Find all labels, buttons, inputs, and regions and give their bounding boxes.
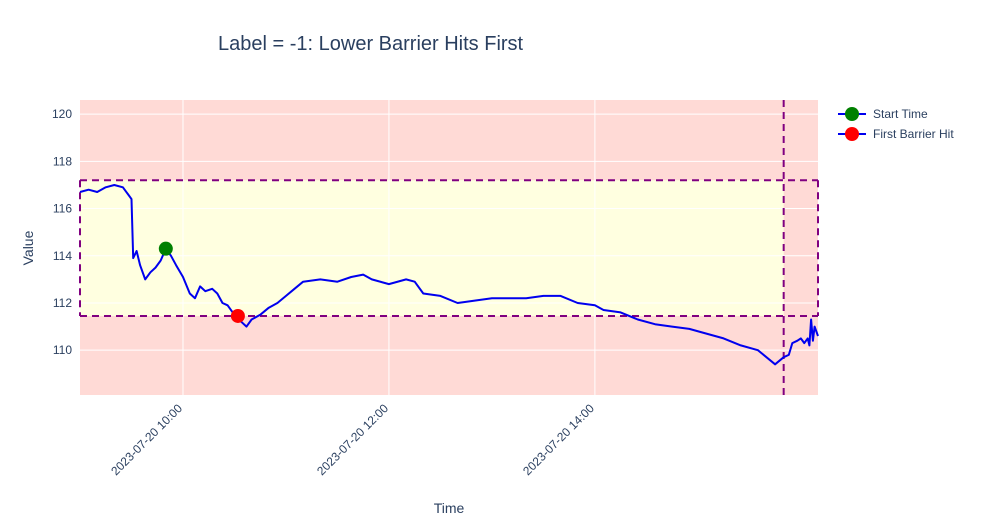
y-tick-label: 118: [53, 154, 72, 168]
price-line: [79, 184, 819, 366]
legend-marker: [845, 107, 859, 121]
series-layer: [79, 184, 819, 366]
legend-label: Start Time: [873, 107, 928, 121]
x-tick-label: 2023-07-20 14:00: [520, 401, 597, 478]
x-axis-title: Time: [434, 500, 465, 516]
x-axis-ticks: 2023-07-20 10:00 2023-07-20 12:00 2023-07-…: [108, 401, 597, 478]
legend-item-first-barrier-hit[interactable]: First Barrier Hit: [838, 127, 954, 141]
y-tick-label: 116: [53, 202, 72, 216]
y-tick-label: 120: [52, 107, 72, 121]
x-tick-label: 2023-07-20 12:00: [314, 401, 391, 478]
chart-title: Label = -1: Lower Barrier Hits First: [218, 33, 524, 55]
x-tick-label: 2023-07-20 10:00: [108, 401, 185, 478]
markers-layer: [158, 241, 245, 323]
grid: [80, 100, 818, 395]
y-axis-ticks: 110 112 114 116 118 120: [52, 107, 72, 357]
y-tick-label: 112: [53, 296, 72, 310]
legend-marker: [845, 127, 859, 141]
barrier-lines: [79, 100, 819, 395]
y-tick-label: 110: [53, 343, 72, 357]
legend[interactable]: Start Time First Barrier Hit: [838, 107, 954, 141]
y-tick-label: 114: [53, 249, 72, 263]
plot-background: [80, 100, 818, 395]
legend-item-start-time[interactable]: Start Time: [838, 107, 928, 121]
first-barrier-hit-marker: [230, 308, 245, 323]
legend-label: First Barrier Hit: [873, 127, 954, 141]
y-axis-title: Value: [20, 230, 36, 265]
start-time-marker: [158, 241, 173, 256]
